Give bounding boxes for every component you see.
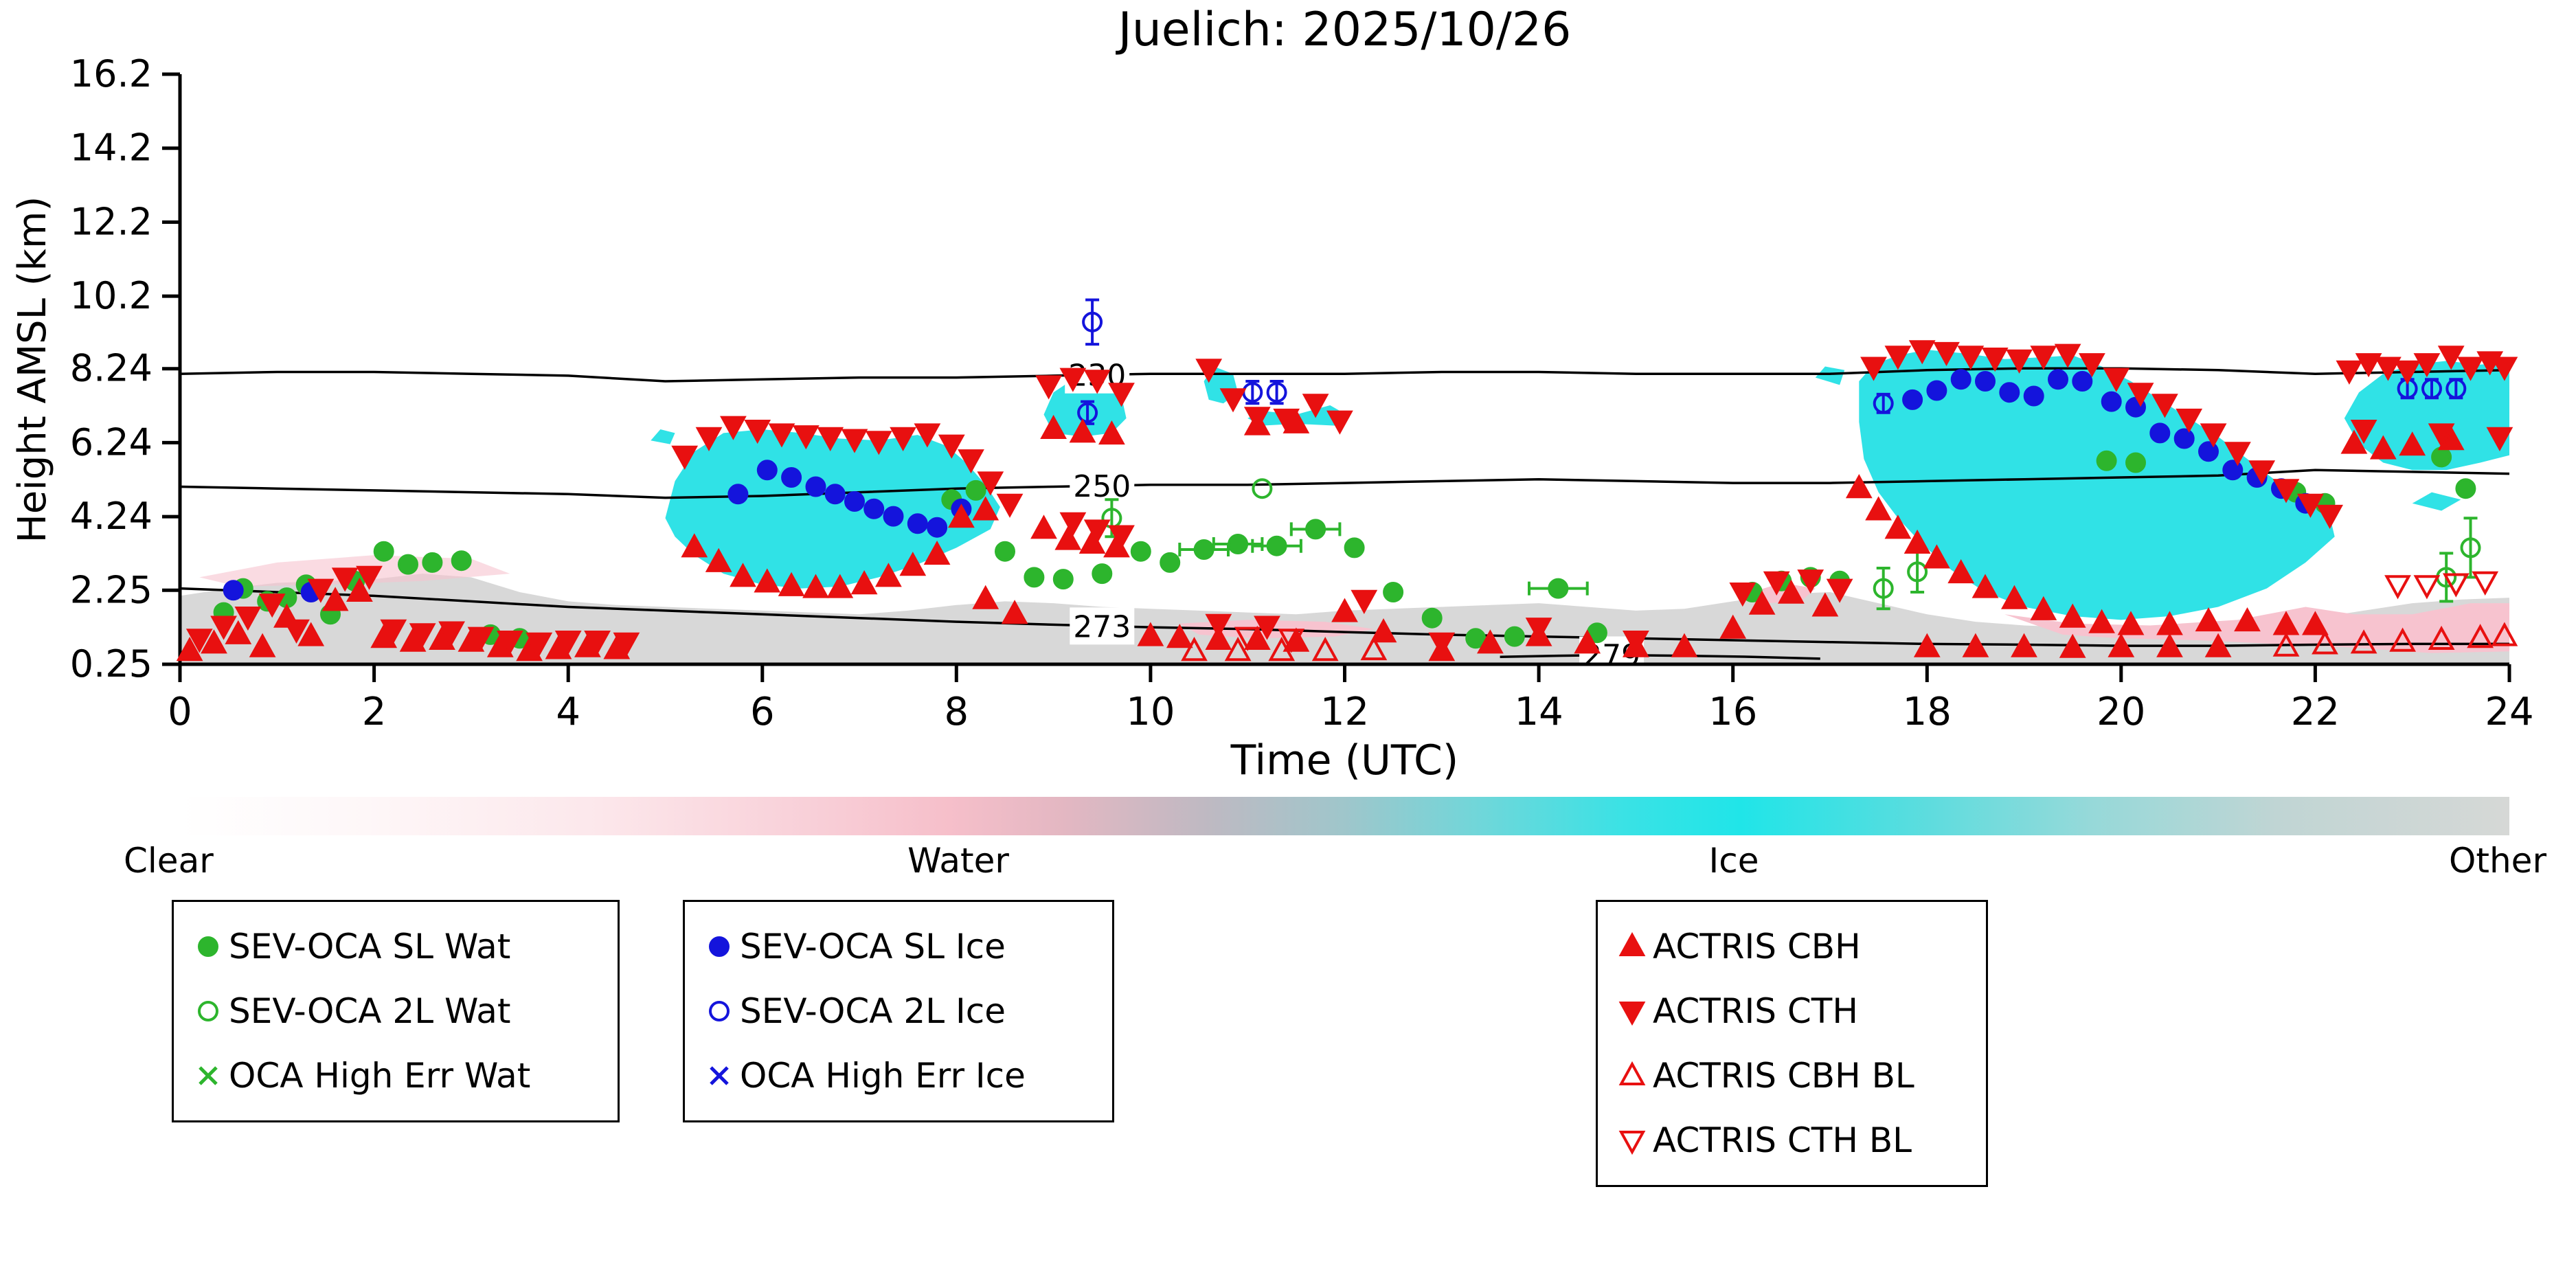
legend-label: ACTRIS CTH — [1653, 991, 1858, 1031]
contour-label: 273 — [1073, 609, 1131, 644]
x-tick-label: 6 — [750, 690, 775, 734]
y-tick-label: 14.2 — [70, 126, 152, 170]
contour-label: 250 — [1073, 469, 1131, 504]
error-bar — [1245, 380, 1260, 405]
legend-label: ACTRIS CBH BL — [1653, 1056, 1914, 1096]
y-axis: 0.25 2.25 4.24 6.24 8.24 10.2 12.2 14.2 16.2 — [70, 52, 182, 686]
cloud-classification-plot: 2302502732790.252.254.246.248.2410.212.2… — [70, 52, 2534, 734]
x-tick-label: 8 — [944, 690, 969, 734]
x-tick-label: 0 — [168, 690, 192, 734]
x-tick-label: 20 — [2097, 690, 2145, 734]
y-tick-label: 2.25 — [70, 568, 152, 611]
legend-actris-box: ACTRIS CBH ACTRIS CTH ACTRIS CBH BL ACTR… — [1596, 900, 1988, 1187]
colorbar-label-other: Other — [2449, 841, 2546, 881]
legend-item-actris-cbh: ACTRIS CBH — [1614, 914, 1969, 979]
region-ice — [2412, 492, 2461, 511]
legend-label: ACTRIS CTH BL — [1653, 1120, 1912, 1160]
region-ice — [665, 429, 1000, 589]
legend-label: OCA High Err Ice — [740, 1056, 1026, 1096]
sev-oca-sl-wat-marker-icon — [190, 929, 229, 964]
legend-water-box: SEV-OCA SL Wat SEV-OCA 2L Wat OCA High E… — [172, 900, 620, 1122]
x-tick-label: 4 — [556, 690, 580, 734]
error-bar — [1085, 298, 1100, 346]
region-ice — [1815, 366, 1845, 385]
oca-high-err-ice-marker-icon — [701, 1058, 740, 1094]
x-tick-label: 10 — [1126, 690, 1175, 734]
y-axis-label: Height AMSL (km) — [10, 196, 55, 543]
x-axis: 0 2 4 6 8 10 12 14 16 18 20 22 24 — [168, 662, 2534, 734]
y-tick-label: 10.2 — [70, 274, 152, 317]
y-tick-label: 16.2 — [70, 52, 152, 95]
contour-line-250 — [180, 468, 2509, 499]
legend-label: SEV-OCA 2L Ice — [740, 991, 1006, 1031]
contour-line-230 — [180, 367, 2509, 383]
error-bar — [1269, 380, 1284, 405]
y-tick-label: 8.24 — [70, 347, 152, 390]
x-tick-label: 24 — [2485, 690, 2533, 734]
legend-label: SEV-OCA SL Wat — [229, 927, 511, 967]
error-bar — [1910, 550, 1925, 594]
x-tick-label: 18 — [1903, 690, 1952, 734]
region-ice — [1859, 350, 2335, 620]
sev-oca-2l-ice-marker-icon — [701, 993, 740, 1029]
classification-colorbar — [180, 797, 2509, 835]
colorbar-label-ice: Ice — [1708, 841, 1759, 881]
y-tick-label: 4.24 — [70, 495, 152, 538]
x-axis-label: Time (UTC) — [1230, 736, 1459, 784]
legend-item-sev-oca-sl-ice: SEV-OCA SL Ice — [701, 914, 1096, 979]
error-bar — [1876, 567, 1890, 611]
actris-cth-bl-marker-icon — [1614, 1122, 1653, 1158]
colorbar-label-clear: Clear — [124, 841, 214, 881]
x-tick-label: 16 — [1708, 690, 1757, 734]
actris-cbh-marker-icon — [1614, 929, 1653, 964]
x-tick-label: 12 — [1320, 690, 1369, 734]
region-ice — [651, 429, 675, 444]
legend-item-sev-oca-sl-wat: SEV-OCA SL Wat — [190, 914, 601, 979]
series-actris-cbh-bl — [1181, 622, 2518, 662]
legend-item-actris-cbh-bl: ACTRIS CBH BL — [1614, 1043, 1969, 1108]
region-ice — [1043, 379, 1127, 437]
legend-label: SEV-OCA 2L Wat — [229, 991, 511, 1031]
series-actris-cbh — [176, 409, 2465, 662]
legend-label: ACTRIS CBH — [1653, 927, 1861, 967]
chart-title: Juelich: 2025/10/26 — [1118, 3, 1572, 57]
sev-oca-2l-wat-marker-icon — [190, 993, 229, 1029]
legend-item-sev-oca-2l-ice: SEV-OCA 2L Ice — [701, 979, 1096, 1043]
series-actris-cth-bl — [1234, 571, 2499, 653]
legend-item-actris-cth-bl: ACTRIS CTH BL — [1614, 1108, 1969, 1173]
actris-cth-marker-icon — [1614, 993, 1653, 1029]
legend-label: OCA High Err Wat — [229, 1056, 531, 1096]
series-actris-cth — [185, 340, 2518, 657]
contour-label-bg — [1070, 607, 1135, 645]
x-tick-label: 14 — [1514, 690, 1563, 734]
x-tick-label: 2 — [362, 690, 387, 734]
legend-item-oca-high-err-ice: OCA High Err Ice — [701, 1043, 1096, 1108]
legend-label: SEV-OCA SL Ice — [740, 927, 1006, 967]
actris-cbh-bl-marker-icon — [1614, 1058, 1653, 1094]
series-sev-oca-2l-ice — [1077, 298, 2467, 425]
error-bar — [2463, 517, 2478, 579]
legend-item-sev-oca-2l-wat: SEV-OCA 2L Wat — [190, 979, 601, 1043]
y-tick-label: 0.25 — [70, 642, 152, 686]
y-tick-label: 12.2 — [70, 200, 152, 243]
legend-ice-box: SEV-OCA SL Ice SEV-OCA 2L Ice OCA High E… — [683, 900, 1114, 1122]
y-tick-label: 6.24 — [70, 420, 152, 464]
sev-oca-sl-ice-marker-icon — [701, 929, 740, 964]
legend-item-actris-cth: ACTRIS CTH — [1614, 979, 1969, 1043]
colorbar-label-water: Water — [907, 841, 1009, 881]
oca-high-err-wat-marker-icon — [190, 1058, 229, 1094]
legend-item-oca-high-err-wat: OCA High Err Wat — [190, 1043, 601, 1108]
contour-label-bg — [1070, 467, 1135, 505]
x-tick-label: 22 — [2291, 690, 2340, 734]
